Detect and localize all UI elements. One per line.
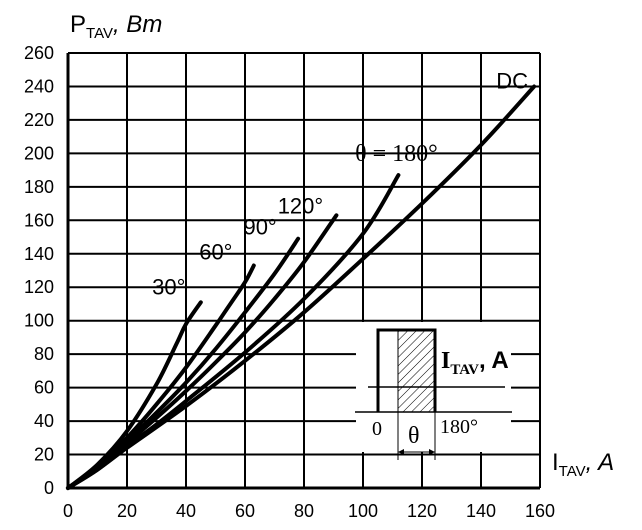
inset-zero-label: 0 xyxy=(372,418,382,440)
y-tick-label: 120 xyxy=(24,277,54,297)
curve-labels: 30° 60° 90°120° θ = 180° DC xyxy=(152,68,528,299)
y-axis-title-main: P xyxy=(70,11,86,38)
y-tick-label: 80 xyxy=(34,344,54,364)
y-axis-title-unit: , Bm xyxy=(113,11,162,38)
inset-current-sub: TAV xyxy=(450,362,479,378)
inset-hatched-area xyxy=(398,330,435,412)
x-tick-label: 40 xyxy=(176,501,196,521)
inset-theta-label: θ xyxy=(408,423,420,449)
x-tick-label: 80 xyxy=(294,501,314,521)
y-tick-label: 60 xyxy=(34,378,54,398)
curve-label: θ = 180° xyxy=(355,141,438,167)
x-axis-title: ITAV, A xyxy=(552,449,614,480)
curve-label: 30° xyxy=(152,274,185,299)
y-tick-label: 200 xyxy=(24,143,54,163)
x-tick-labels: 0 20 40 60 80 100 120 140 160 xyxy=(63,501,555,521)
waveform-inset: ITAV, A 0 θ 180° xyxy=(355,322,512,460)
y-tick-label: 180 xyxy=(24,177,54,197)
curve-label: 120° xyxy=(278,193,324,218)
curve-label: DC xyxy=(496,68,528,93)
y-tick-label: 160 xyxy=(24,210,54,230)
curve-group xyxy=(66,84,537,490)
x-tick-label: 20 xyxy=(117,501,137,521)
x-tick-label: 140 xyxy=(466,501,496,521)
curve-line xyxy=(66,84,537,490)
y-axis-title-sub: TAV xyxy=(86,25,113,42)
inset-arrow-right xyxy=(429,449,435,455)
y-tick-label: 260 xyxy=(24,43,54,63)
y-tick-label: 40 xyxy=(34,411,54,431)
x-tick-label: 100 xyxy=(348,501,378,521)
y-axis-title: PTAV, Bm xyxy=(70,11,162,42)
inset-waveform xyxy=(376,328,437,412)
y-tick-label: 240 xyxy=(24,76,54,96)
curve-label: 90° xyxy=(243,215,276,240)
inset-current-label: ITAV, A xyxy=(441,347,509,378)
curve-label: 60° xyxy=(199,239,232,264)
y-tick-label: 20 xyxy=(34,445,54,465)
x-tick-label: 160 xyxy=(525,501,555,521)
y-tick-labels: 0 20 40 60 80 100 120 140 160 180 200 220 240 260 xyxy=(24,43,54,498)
x-axis-title-unit: , A xyxy=(586,449,614,476)
inset-current-unit: , A xyxy=(479,347,509,374)
x-tick-label: 60 xyxy=(235,501,255,521)
inset-current-main: I xyxy=(441,348,450,374)
x-axis-title-sub: TAV xyxy=(559,463,586,480)
inset-arrow-left xyxy=(398,449,404,455)
y-tick-label: 140 xyxy=(24,244,54,264)
y-tick-label: 100 xyxy=(24,311,54,331)
inset-180-label: 180° xyxy=(440,416,478,438)
y-tick-label: 220 xyxy=(24,110,54,130)
x-axis-title-main: I xyxy=(552,449,559,476)
x-tick-label: 120 xyxy=(407,501,437,521)
y-tick-label: 0 xyxy=(44,478,54,498)
x-tick-label: 0 xyxy=(63,501,73,521)
